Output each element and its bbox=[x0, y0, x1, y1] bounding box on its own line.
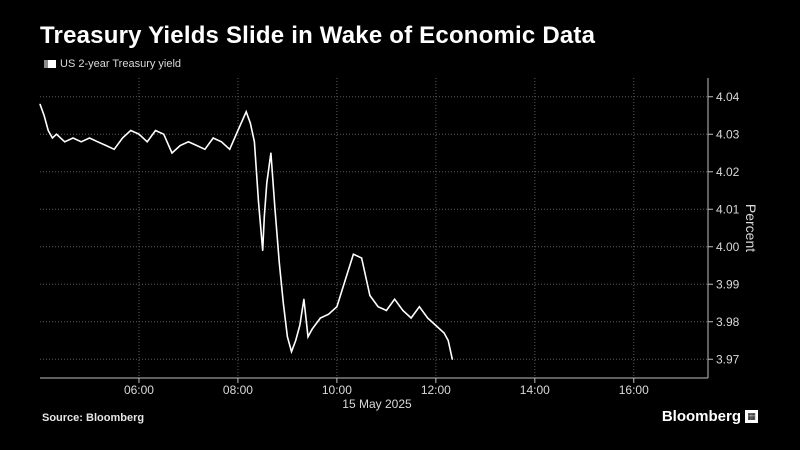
y-tick-label: 4.02 bbox=[716, 165, 740, 179]
data-point bbox=[303, 298, 305, 300]
chart-title: Treasury Yields Slide in Wake of Economi… bbox=[40, 22, 596, 49]
data-point bbox=[196, 144, 198, 147]
data-point bbox=[187, 141, 190, 143]
data-point bbox=[377, 306, 379, 308]
data-point bbox=[220, 141, 223, 143]
data-point bbox=[51, 137, 53, 139]
data-point bbox=[290, 351, 293, 353]
data-point bbox=[163, 133, 165, 135]
data-point bbox=[138, 133, 140, 135]
data-point bbox=[212, 137, 214, 139]
data-point bbox=[352, 253, 354, 255]
data-point bbox=[263, 216, 265, 218]
y-tick-label: 4.00 bbox=[716, 240, 740, 254]
source-note: Source: Bloomberg bbox=[42, 412, 145, 424]
data-point bbox=[237, 129, 239, 132]
data-point bbox=[307, 336, 309, 338]
x-tick-label: 08:00 bbox=[223, 383, 253, 397]
data-point bbox=[319, 317, 321, 319]
x-tick-label: 06:00 bbox=[124, 383, 154, 397]
data-point bbox=[270, 152, 272, 154]
data-point bbox=[253, 141, 256, 143]
legend: US 2-year Treasury yield bbox=[44, 58, 181, 70]
data-point bbox=[43, 114, 45, 117]
data-point bbox=[257, 201, 260, 203]
data-point bbox=[311, 328, 313, 330]
data-point bbox=[97, 141, 99, 143]
x-tick-label: 14:00 bbox=[520, 383, 550, 397]
data-point bbox=[245, 111, 247, 113]
data-point bbox=[274, 208, 276, 210]
data-point bbox=[299, 324, 301, 327]
data-point bbox=[39, 103, 41, 105]
data-point bbox=[435, 324, 437, 327]
data-point bbox=[328, 313, 330, 315]
data-point bbox=[179, 144, 181, 147]
data-point bbox=[64, 141, 66, 143]
y-tick-label: 4.01 bbox=[716, 202, 740, 216]
data-point bbox=[418, 306, 420, 308]
y-tick-label: 3.98 bbox=[716, 315, 740, 329]
x-axis-label: 15 May 2025 bbox=[342, 397, 412, 411]
bloomberg-terminal-icon: ▦ bbox=[745, 410, 758, 423]
data-point bbox=[282, 302, 284, 304]
data-point bbox=[80, 141, 82, 143]
data-point bbox=[427, 317, 429, 319]
data-point bbox=[286, 336, 289, 338]
legend-swatch bbox=[44, 60, 56, 68]
data-point bbox=[447, 339, 449, 342]
data-point bbox=[410, 317, 412, 319]
data-point bbox=[295, 339, 297, 342]
data-point bbox=[171, 152, 173, 154]
x-tick-label: 12:00 bbox=[421, 383, 451, 397]
data-point bbox=[72, 137, 74, 139]
data-point bbox=[369, 294, 371, 297]
data-point bbox=[249, 122, 251, 124]
y-tick-label: 3.97 bbox=[716, 352, 740, 366]
data-point bbox=[344, 279, 346, 282]
data-point bbox=[130, 129, 132, 132]
y-tick-label: 3.99 bbox=[716, 277, 740, 291]
data-point bbox=[229, 148, 231, 150]
data-point bbox=[113, 148, 115, 150]
x-tick-label: 16:00 bbox=[619, 383, 649, 397]
data-point bbox=[361, 257, 363, 259]
data-point bbox=[55, 133, 58, 135]
data-point bbox=[443, 332, 445, 334]
data-point bbox=[385, 309, 387, 312]
data-point bbox=[394, 298, 396, 300]
data-point bbox=[121, 137, 124, 139]
data-point bbox=[266, 182, 268, 184]
y-axis-title: Percent bbox=[743, 204, 759, 252]
data-point bbox=[88, 137, 91, 139]
data-point bbox=[146, 141, 148, 143]
data-point bbox=[336, 306, 338, 308]
data-point bbox=[262, 249, 264, 252]
y-tick-label: 4.04 bbox=[716, 90, 740, 104]
data-point bbox=[278, 261, 280, 263]
series-line-0 bbox=[39, 103, 454, 360]
data-point bbox=[204, 148, 206, 150]
legend-label: US 2-year Treasury yield bbox=[60, 58, 182, 70]
data-point bbox=[47, 129, 49, 132]
data-point bbox=[154, 129, 157, 132]
brand-logo: Bloomberg ▦ bbox=[662, 408, 758, 425]
data-point bbox=[402, 309, 404, 312]
y-tick-label: 4.03 bbox=[716, 127, 740, 141]
data-point bbox=[451, 358, 453, 360]
data-point bbox=[105, 144, 107, 147]
x-tick-label: 10:00 bbox=[322, 383, 352, 397]
brand-name: Bloomberg bbox=[661, 408, 741, 425]
